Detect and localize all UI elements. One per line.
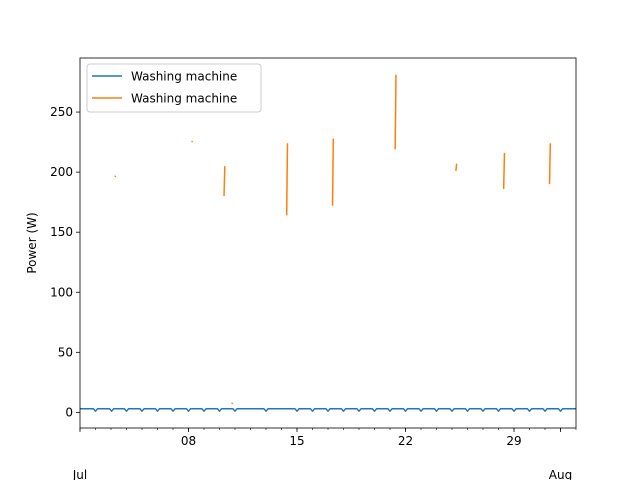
y-tick-label: 150 <box>50 225 73 239</box>
series-2-segment <box>331 138 335 206</box>
series-2-segment <box>394 74 397 150</box>
series-2-segment <box>548 143 552 185</box>
x-tick-label: 08 <box>181 434 196 448</box>
y-tick-label: 50 <box>58 345 73 359</box>
series-2-segment <box>231 402 234 405</box>
x-tick-label: 29 <box>506 434 521 448</box>
axes-frame <box>79 57 577 429</box>
y-tick-label: 200 <box>50 165 73 179</box>
y-axis: 0 50 100 150 200 250 <box>50 105 80 419</box>
x-month-label: Jul <box>72 468 87 480</box>
y-axis-label: Power (W) <box>25 212 39 273</box>
legend-label: Washing machine <box>131 70 237 84</box>
series-2-segment <box>114 175 117 178</box>
y-tick-label: 250 <box>50 105 73 119</box>
x-tick-label: 22 <box>398 434 413 448</box>
y-tick-label: 0 <box>65 405 73 419</box>
x-axis: 08 15 22 29 Jul Aug <box>72 428 577 480</box>
series-layer <box>80 74 576 412</box>
x-tick-label: 15 <box>289 434 304 448</box>
legend-label: Washing machine <box>131 92 237 106</box>
series-2-segment <box>285 143 289 216</box>
series-line-1 <box>80 408 576 412</box>
y-tick-label: 100 <box>50 285 73 299</box>
x-month-label: Aug <box>549 468 572 480</box>
series-2-segment <box>191 140 194 143</box>
series-2-segment <box>502 152 506 189</box>
legend-box <box>86 63 262 113</box>
legend: Washing machine Washing machine <box>86 63 262 113</box>
series-2-segment <box>223 166 226 197</box>
series-2-segment <box>455 163 458 172</box>
